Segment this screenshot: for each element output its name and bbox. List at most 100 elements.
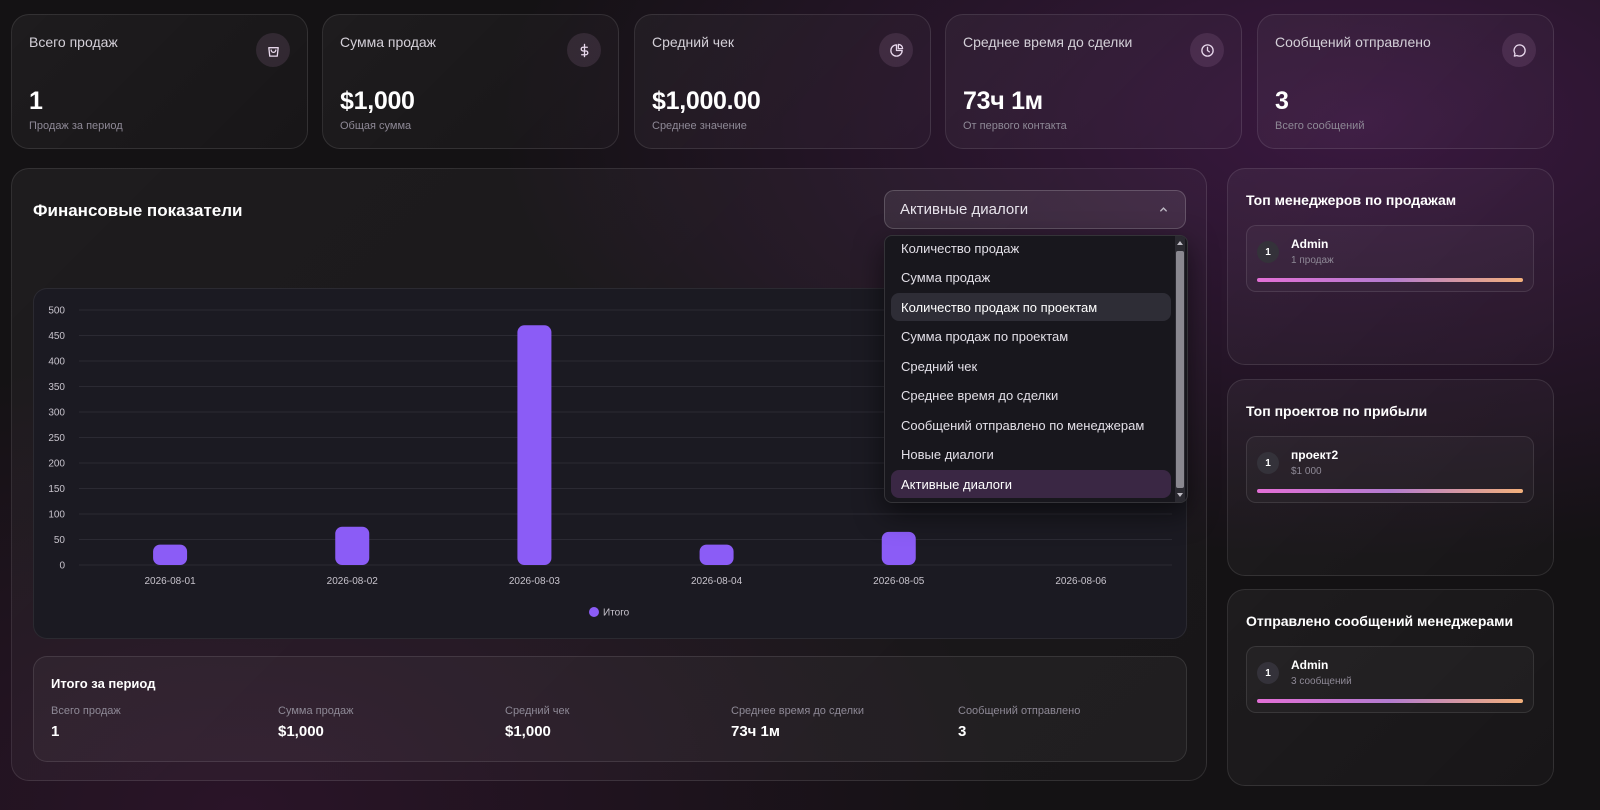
summary-item: Средний чек $1,000 <box>505 705 569 740</box>
period-summary: Итого за период Всего продаж 1 Сумма про… <box>33 656 1187 762</box>
x-tick-label: 2026-08-06 <box>1055 576 1107 587</box>
dropdown-scrollbar[interactable] <box>1175 236 1185 502</box>
manager-name: Admin <box>1291 658 1329 672</box>
metric-select-value: Активные диалоги <box>900 201 1029 218</box>
chart-bar <box>517 325 552 565</box>
dollar-icon <box>567 33 601 67</box>
messages-by-managers-panel: Отправлено сообщений менеджерами 1 Admin… <box>1227 589 1554 786</box>
rank-badge: 1 <box>1257 241 1279 263</box>
project-desc: $1 000 <box>1291 466 1322 477</box>
stat-label: Среднее время до сделки <box>963 34 1133 50</box>
legend-swatch <box>589 607 599 617</box>
y-tick-label: 100 <box>48 510 65 521</box>
finance-title: Финансовые показатели <box>33 201 243 220</box>
summary-value: 1 <box>51 723 60 740</box>
stat-value: 73ч 1м <box>963 87 1043 115</box>
finance-panel: Финансовые показатели 0 50 100 150 200 250 300… <box>11 168 1207 781</box>
metric-dropdown: Количество продаж Сумма продаж Количество … <box>884 235 1188 503</box>
chart-bar <box>335 526 370 565</box>
y-tick-label: 400 <box>48 357 65 368</box>
legend-label: Итого <box>603 608 630 619</box>
top-managers-panel: Топ менеджеров по продажам 1 Admin 1 про… <box>1227 168 1554 365</box>
progress-bar <box>1257 489 1523 493</box>
x-tick-label: 2026-08-01 <box>145 576 197 587</box>
metric-select[interactable]: Активные диалоги <box>884 190 1186 229</box>
stat-sub: От первого контакта <box>963 120 1067 132</box>
stat-value: 1 <box>29 87 43 115</box>
manager-desc: 1 продаж <box>1291 255 1334 266</box>
summary-item: Сообщений отправлено 3 <box>958 705 1080 740</box>
x-tick-label: 2026-08-05 <box>873 576 925 587</box>
dropdown-option[interactable]: Количество продаж по проектам <box>891 293 1171 321</box>
message-icon <box>1502 33 1536 67</box>
clock-icon <box>1190 33 1224 67</box>
dropdown-option[interactable]: Активные диалоги <box>891 470 1171 498</box>
summary-label: Средний чек <box>505 705 570 717</box>
dropdown-option[interactable]: Новые диалоги <box>901 447 994 462</box>
project-item[interactable]: 1 проект2 $1 000 <box>1246 436 1534 503</box>
scrollbar-thumb[interactable] <box>1176 251 1184 488</box>
stat-card-avg-deal-time: Среднее время до сделки 73ч 1м От первог… <box>945 14 1242 149</box>
progress-bar <box>1257 278 1523 282</box>
y-tick-label: 150 <box>48 484 65 495</box>
y-tick-label: 300 <box>48 408 65 419</box>
messages-manager-item[interactable]: 1 Admin 3 сообщений <box>1246 646 1534 713</box>
stat-value: 3 <box>1275 87 1289 115</box>
y-tick-label: 250 <box>48 433 65 444</box>
y-tick-label: 0 <box>59 561 65 572</box>
messages-by-managers-title: Отправлено сообщений менеджерами <box>1246 613 1514 629</box>
x-tick-label: 2026-08-04 <box>691 576 743 587</box>
scroll-down-arrow-icon[interactable] <box>1176 491 1184 499</box>
summary-value: 73ч 1м <box>731 723 780 740</box>
bar-chart: 0 50 100 150 200 250 300 350 400 450 500 2026-08-01… <box>48 306 1172 619</box>
manager-item[interactable]: 1 Admin 1 продаж <box>1246 225 1534 292</box>
stat-label: Всего продаж <box>29 34 118 50</box>
summary-label: Сумма продаж <box>278 705 354 717</box>
y-tick-label: 50 <box>54 535 66 546</box>
dropdown-option[interactable]: Сумма продаж по проектам <box>901 329 1069 344</box>
summary-item: Сумма продаж $1,000 <box>278 705 353 740</box>
y-tick-label: 500 <box>48 306 65 317</box>
dropdown-option[interactable]: Среднее время до сделки <box>901 388 1059 403</box>
top-projects-title: Топ проектов по прибыли <box>1246 403 1428 419</box>
summary-label: Среднее время до сделки <box>731 705 865 717</box>
stat-card-messages-sent: Сообщений отправлено 3 Всего сообщений <box>1257 14 1554 149</box>
x-tick-label: 2026-08-02 <box>327 576 379 587</box>
top-managers-title: Топ менеджеров по продажам <box>1246 192 1457 208</box>
bag-icon <box>256 33 290 67</box>
stat-value: $1,000.00 <box>652 87 761 115</box>
rank-badge: 1 <box>1257 452 1279 474</box>
stat-label: Сумма продаж <box>340 34 437 50</box>
summary-value: 3 <box>958 723 967 740</box>
stat-sub: Общая сумма <box>340 120 412 132</box>
stat-card-sales-sum: Сумма продаж $1,000 Общая сумма <box>322 14 619 149</box>
dropdown-option[interactable]: Количество продаж <box>901 240 1020 256</box>
pie-chart-icon <box>879 33 913 67</box>
x-tick-label: 2026-08-03 <box>509 576 561 587</box>
chart-bar <box>153 544 188 565</box>
dropdown-option[interactable]: Сообщений отправлено по менеджерам <box>901 417 1145 433</box>
project-name: проект2 <box>1291 448 1339 462</box>
dropdown-option[interactable]: Средний чек <box>901 358 978 374</box>
manager-name: Admin <box>1291 237 1329 251</box>
y-tick-label: 350 <box>48 382 65 393</box>
stat-sub: Всего сообщений <box>1275 120 1365 132</box>
chevron-up-icon <box>1160 207 1167 212</box>
rank-badge: 1 <box>1257 662 1279 684</box>
stat-sub: Продаж за период <box>29 120 123 132</box>
scroll-up-arrow-icon[interactable] <box>1176 239 1184 247</box>
stat-value: $1,000 <box>340 87 415 115</box>
stat-card-avg-check: Средний чек $1,000.00 Среднее значение <box>634 14 931 149</box>
chart-bar <box>881 531 916 565</box>
top-projects-panel: Топ проектов по прибыли 1 проект2 $1 000 <box>1227 379 1554 576</box>
stat-sub: Среднее значение <box>652 120 747 132</box>
summary-value: $1,000 <box>505 723 551 740</box>
stat-card-total-sales: Всего продаж 1 Продаж за период <box>11 14 308 149</box>
messages-desc: 3 сообщений <box>1291 676 1352 687</box>
summary-item: Всего продаж 1 <box>51 705 121 740</box>
dropdown-option[interactable]: Сумма продаж <box>901 270 991 285</box>
progress-bar <box>1257 699 1523 703</box>
chart-bar <box>699 544 734 565</box>
stat-label: Средний чек <box>652 34 735 50</box>
summary-item: Среднее время до сделки 73ч 1м <box>731 705 864 740</box>
